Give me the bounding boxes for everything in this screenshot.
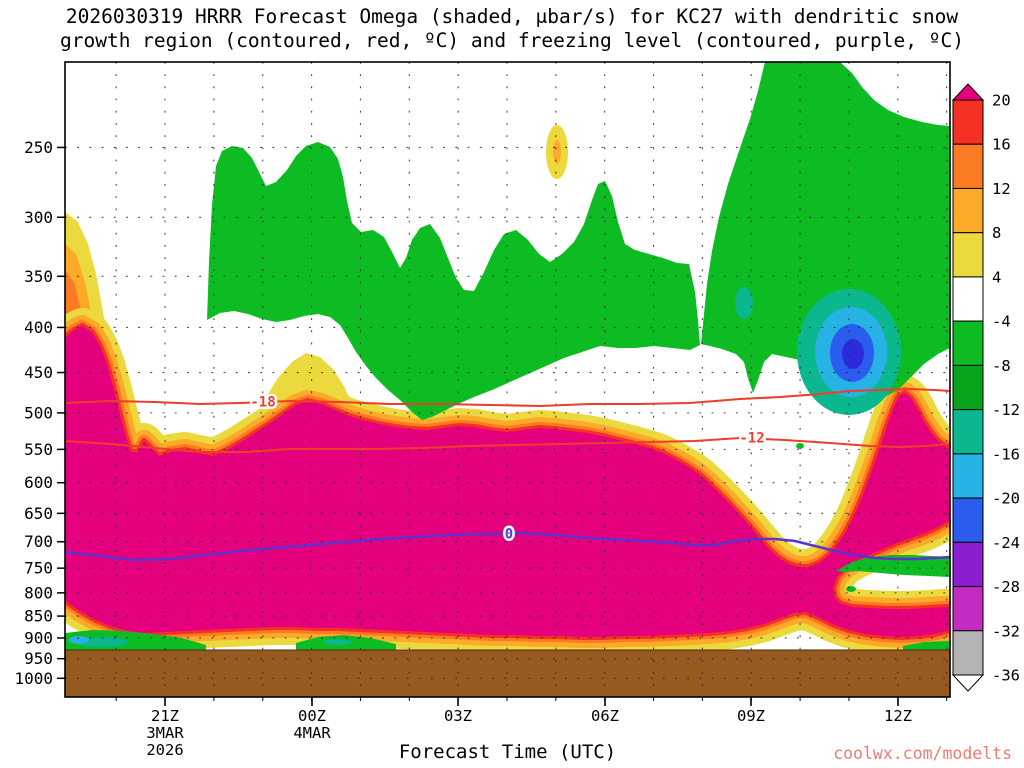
colorbar-tick-label: 8: [992, 224, 1001, 242]
watermark-link[interactable]: coolwx.com/modelts: [833, 744, 1012, 763]
x-axis-tick-label: 12Z: [884, 707, 912, 725]
y-axis-tick-label: 300: [24, 208, 53, 227]
chart-title-line1: 2026030319 HRRR Forecast Omega (shaded, …: [65, 5, 959, 28]
colorbar-arrow-bottom: [951, 674, 985, 692]
colorbar-tick-label: -20: [992, 490, 1020, 508]
colorbar-segment: [952, 453, 984, 499]
y-axis-tick-label: 800: [24, 583, 53, 602]
x-axis-date-label: 4MAR: [293, 724, 331, 742]
colorbar-tick-label: 20: [992, 92, 1011, 110]
omega-region-orange: [553, 140, 561, 164]
x-axis-tick-label: 21Z: [151, 707, 179, 725]
colorbar-tick-label: -32: [992, 622, 1020, 640]
colorbar-segment: [952, 364, 984, 411]
x-axis-tick-label: 00Z: [298, 707, 326, 725]
y-axis-tick-label: 900: [24, 628, 53, 647]
y-axis-tick-label: 600: [24, 473, 53, 492]
contour-dendritic-minus12: [65, 436, 950, 454]
colorbar-tick-label: -8: [992, 357, 1011, 375]
y-axis-tick-label: 700: [24, 532, 53, 551]
y-axis-tick-label: 1000: [14, 669, 53, 688]
x-axis-tick-label: 09Z: [737, 707, 765, 725]
omega-region-green: [903, 641, 950, 651]
colorbar-segment: [952, 276, 984, 322]
contour-label-dendritic-minus18: -18: [250, 395, 275, 411]
colorbar-segment: [952, 409, 984, 455]
y-axis-tick-label: 550: [24, 440, 53, 459]
colorbar-segment: [952, 541, 984, 588]
contour-label-freezing-level-0: 0: [505, 527, 513, 543]
omega-region-cyan: [69, 636, 89, 644]
colorbar-segment: [952, 630, 984, 676]
y-axis-tick-label: 400: [24, 318, 53, 337]
omega-field: -18 -12 0: [65, 62, 950, 697]
y-axis-tick-label: 250: [24, 138, 53, 157]
omega-region-teal: [324, 639, 352, 645]
x-axis-title: Forecast Time (UTC): [398, 741, 617, 763]
omega-region-green: [836, 555, 950, 577]
colorbar-tick-label: -36: [992, 667, 1020, 685]
y-axis-tick-label: 500: [24, 403, 53, 422]
colorbar-tick-label: 12: [992, 180, 1011, 198]
colorbar-tick-label: -24: [992, 534, 1020, 552]
contour-label-dendritic-minus12: -12: [739, 431, 764, 447]
contour-freezing-level-0: [65, 531, 950, 562]
colorbar-tick-label: -16: [992, 445, 1020, 463]
omega-region-green: [796, 443, 804, 449]
y-axis-tick-label: 350: [24, 267, 53, 286]
colorbar-tick-label: -12: [992, 401, 1020, 419]
y-axis-tick-label: 850: [24, 607, 53, 626]
colorbar-segment: [952, 586, 984, 632]
colorbar-tick-label: -4: [992, 313, 1011, 331]
omega-region-teal: [735, 287, 753, 319]
grid-dots: [65, 62, 950, 697]
y-axis-tick-label: 950: [24, 649, 53, 668]
omega-region-green: [207, 142, 700, 420]
omega-region-teal: [76, 637, 128, 647]
x-axis-date-label: 3MAR: [146, 724, 184, 742]
omega-region-indigo: [842, 339, 864, 369]
y-axis-tick-label: 450: [24, 363, 53, 382]
colorbar-segment: [952, 320, 984, 366]
x-axis-tick-label: 03Z: [444, 707, 472, 725]
chart-title-line2: growth region (contoured, red, ºC) and f…: [60, 29, 964, 52]
x-axis-tick-label: 06Z: [591, 707, 619, 725]
colorbar-tick-label: 16: [992, 136, 1011, 154]
y-axis-tick-label: 650: [24, 504, 53, 523]
colorbar-segment: [952, 187, 984, 234]
colorbar-segment: [952, 232, 984, 278]
omega-region-pink: [65, 326, 950, 637]
colorbar-segment: [952, 143, 984, 189]
colorbar-segment: [952, 497, 984, 543]
contour-dendritic-minus18: [65, 387, 950, 408]
colorbar-arrow-top: [951, 83, 985, 101]
omega-region-green: [846, 586, 856, 592]
colorbar-tick-label: 4: [992, 268, 1001, 286]
colorbar-tick-label: -28: [992, 578, 1020, 596]
x-axis-date-label: 2026: [146, 741, 183, 759]
colorbar-segment: [952, 99, 984, 145]
y-axis-tick-label: 750: [24, 559, 53, 578]
